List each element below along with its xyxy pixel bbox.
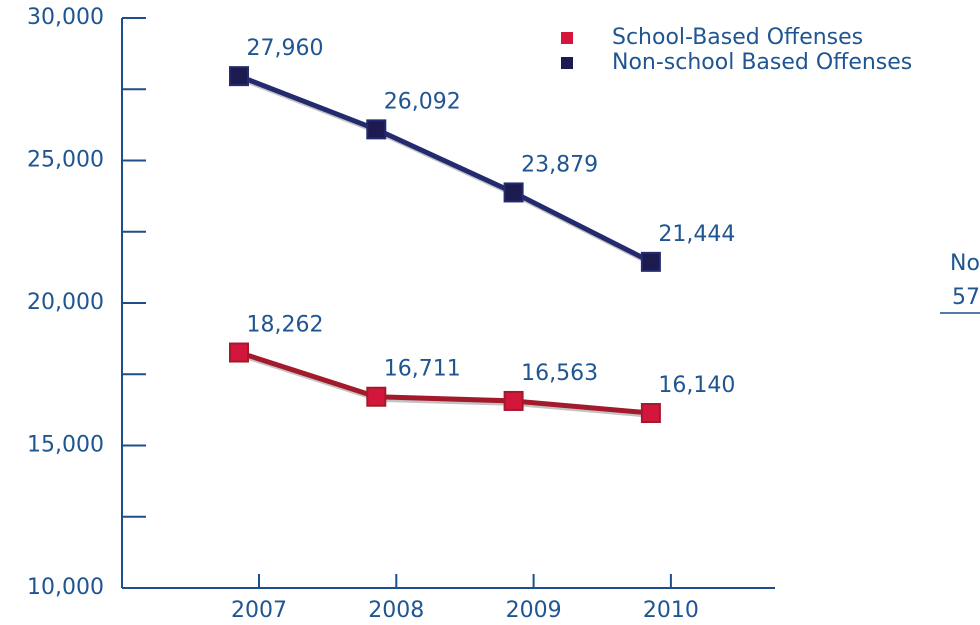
- data-label: 23,879: [521, 152, 598, 177]
- x-tick-label: 2008: [368, 598, 424, 623]
- y-tick-label: 30,000: [27, 5, 104, 30]
- y-tick-label: 15,000: [27, 433, 104, 458]
- marker: [366, 386, 387, 407]
- marker: [503, 182, 524, 203]
- legend-swatch: [561, 57, 573, 69]
- data-label: 21,444: [658, 222, 735, 247]
- legend-label: Non-school Based Offenses: [612, 50, 912, 75]
- legend-swatch: [561, 32, 573, 44]
- annotation: 57: [952, 285, 980, 310]
- data-label: 16,140: [658, 373, 735, 398]
- data-label: 26,092: [384, 89, 461, 114]
- marker: [229, 342, 249, 363]
- marker: [503, 390, 524, 411]
- y-tick-label: 20,000: [27, 290, 104, 315]
- legend-label: School-Based Offenses: [612, 25, 863, 50]
- data-label: 16,711: [384, 357, 461, 382]
- marker: [640, 403, 661, 424]
- y-tick-label: 25,000: [27, 148, 104, 173]
- marker: [366, 119, 387, 140]
- data-label: 16,563: [521, 361, 598, 386]
- y-tick-label: 10,000: [27, 575, 104, 600]
- series-line: [238, 350, 652, 416]
- data-label: 27,960: [247, 36, 324, 61]
- series-line: [238, 73, 653, 265]
- annotation: No: [950, 251, 980, 276]
- x-tick-label: 2010: [643, 598, 699, 623]
- x-tick-label: 2009: [506, 598, 562, 623]
- marker: [640, 251, 661, 272]
- marker: [229, 66, 249, 87]
- data-label: 18,262: [247, 313, 324, 338]
- x-tick-label: 2007: [231, 598, 287, 623]
